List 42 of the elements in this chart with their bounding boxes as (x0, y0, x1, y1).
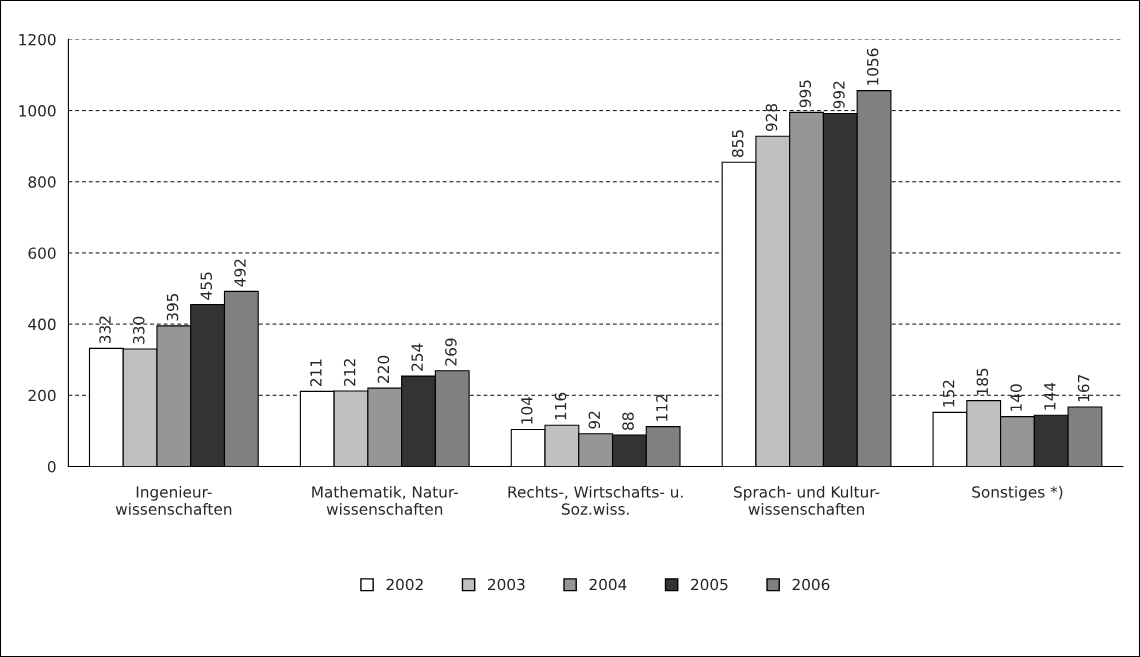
x-tick-label: Mathematik, Natur- wissenschaften (312, 485, 458, 515)
y-tick-label: 600 (28, 247, 56, 259)
data-label: 492 (234, 259, 246, 287)
data-label: 112 (656, 394, 668, 421)
data-label: 104 (521, 396, 533, 424)
data-label: 332 (99, 316, 111, 343)
data-label: 88 (622, 412, 634, 430)
y-tick-label: 1200 (19, 33, 56, 46)
y-tick-label: 800 (28, 176, 56, 188)
y-tick-label: 400 (28, 318, 56, 331)
data-label: 395 (166, 293, 179, 321)
data-label: 254 (411, 343, 423, 371)
y-tick-label: 200 (28, 389, 56, 402)
y-tick-label: 1000 (19, 105, 56, 117)
x-tick-label: Sprach- und Kultur- wissenschaften (734, 485, 880, 515)
data-label: 220 (377, 355, 390, 383)
data-label: 928 (765, 103, 778, 132)
data-label: 992 (833, 81, 845, 109)
data-label: 212 (343, 359, 356, 386)
data-label: 116 (554, 392, 567, 420)
data-label: 455 (200, 272, 213, 300)
data-label: 269 (445, 338, 457, 366)
data-label: 330 (132, 316, 145, 344)
data-label: 140 (1010, 384, 1022, 411)
data-label: 1056 (866, 48, 879, 85)
data-label: 167 (1077, 375, 1090, 402)
x-tick-label: Sonstiges *) (972, 485, 1063, 501)
data-label: 185 (976, 368, 989, 395)
legend-label: 2005 (691, 578, 728, 591)
legend-label: 2006 (792, 578, 830, 591)
legend-label: 2002 (386, 578, 423, 591)
data-label: 152 (942, 380, 955, 407)
data-label: 144 (1044, 382, 1056, 410)
data-label: 855 (731, 130, 744, 157)
x-tick-label: Ingenieur- wissenschaften (115, 485, 232, 515)
legend-label: 2003 (488, 578, 525, 591)
x-tick-label: Rechts-, Wirtschafts- u. Soz.wiss. (508, 485, 683, 515)
data-label: 92 (588, 411, 601, 429)
data-label: 995 (799, 80, 811, 108)
legend-label: 2004 (589, 578, 627, 591)
data-label: 211 (310, 359, 322, 387)
y-tick-label: 0 (47, 460, 56, 473)
